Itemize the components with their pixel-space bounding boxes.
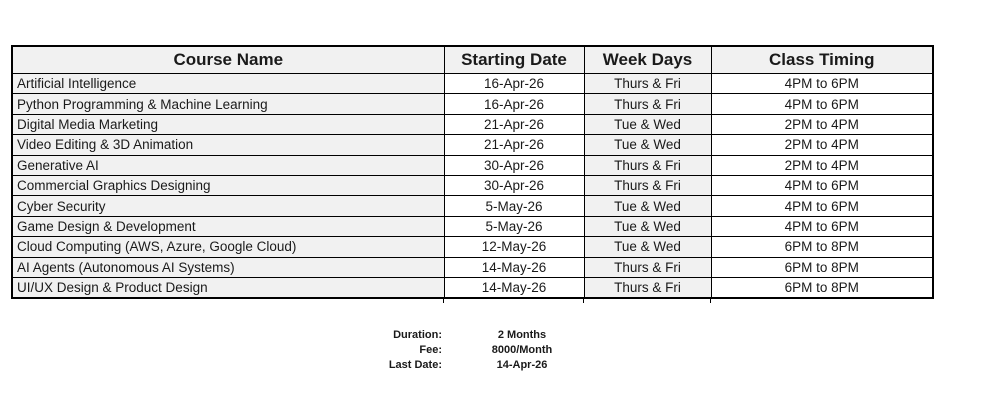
table-row: UI/UX Design & Product Design 14-May-26 …: [11, 276, 934, 299]
table-row: Video Editing & 3D Animation 21-Apr-26 T…: [11, 134, 934, 156]
cell-class-timing: 4PM to 6PM: [710, 195, 934, 217]
header-week-days: Week Days: [583, 45, 712, 74]
duration-label: Duration:: [393, 328, 442, 341]
table-row: Cloud Computing (AWS, Azure, Google Clou…: [11, 236, 934, 258]
gridline-stub: [443, 298, 444, 303]
cell-course-name: Artificial Intelligence: [11, 72, 445, 95]
cell-starting-date: 14-May-26: [443, 276, 585, 299]
cell-week-days: Thurs & Fri: [583, 154, 712, 176]
cell-course-name: Python Programming & Machine Learning: [11, 93, 445, 115]
fee-value: 8000/Month: [491, 343, 553, 356]
table-row: Cyber Security 5-May-26 Tue & Wed 4PM to…: [11, 195, 934, 217]
table-header-row: Course Name Starting Date Week Days Clas…: [11, 45, 934, 74]
cell-course-name: AI Agents (Autonomous AI Systems): [11, 256, 445, 278]
cell-course-name: Video Editing & 3D Animation: [11, 134, 445, 156]
cell-course-name: UI/UX Design & Product Design: [11, 276, 445, 299]
cell-week-days: Thurs & Fri: [583, 93, 712, 115]
header-course-name: Course Name: [11, 45, 445, 74]
cell-starting-date: 21-Apr-26: [443, 134, 585, 156]
cell-class-timing: 2PM to 4PM: [710, 113, 934, 136]
cell-class-timing: 4PM to 6PM: [710, 72, 934, 95]
cell-starting-date: 30-Apr-26: [443, 174, 585, 197]
cell-class-timing: 2PM to 4PM: [710, 154, 934, 176]
course-schedule-table: Course Name Starting Date Week Days Clas…: [11, 45, 934, 300]
footer-fee-row: Fee: 8000/Month: [350, 342, 590, 357]
last-date-label: Last Date:: [388, 358, 442, 371]
cell-class-timing: 4PM to 6PM: [710, 174, 934, 197]
cell-week-days: Tue & Wed: [583, 215, 712, 238]
cell-class-timing: 4PM to 6PM: [710, 93, 934, 115]
header-class-timing: Class Timing: [710, 45, 934, 74]
cell-class-timing: 6PM to 8PM: [710, 256, 934, 278]
cell-starting-date: 16-Apr-26: [443, 72, 585, 95]
cell-week-days: Thurs & Fri: [583, 72, 712, 95]
cell-class-timing: 6PM to 8PM: [710, 236, 934, 258]
cell-course-name: Digital Media Marketing: [11, 113, 445, 136]
cell-starting-date: 5-May-26: [443, 215, 585, 238]
course-info-footer: Duration: 2 Months Fee: 8000/Month Last …: [350, 327, 590, 372]
cell-course-name: Cyber Security: [11, 195, 445, 217]
cell-starting-date: 16-Apr-26: [443, 93, 585, 115]
table-row: Commercial Graphics Designing 30-Apr-26 …: [11, 174, 934, 197]
cell-starting-date: 21-Apr-26: [443, 113, 585, 136]
cell-week-days: Tue & Wed: [583, 134, 712, 156]
table-row: Artificial Intelligence 16-Apr-26 Thurs …: [11, 72, 934, 95]
cell-course-name: Game Design & Development: [11, 215, 445, 238]
cell-week-days: Thurs & Fri: [583, 174, 712, 197]
header-starting-date: Starting Date: [443, 45, 585, 74]
table-row: AI Agents (Autonomous AI Systems) 14-May…: [11, 256, 934, 278]
table-row: Digital Media Marketing 21-Apr-26 Tue & …: [11, 113, 934, 136]
footer-duration-row: Duration: 2 Months: [350, 327, 590, 342]
last-date-value: 14-Apr-26: [496, 358, 548, 371]
cell-week-days: Tue & Wed: [583, 195, 712, 217]
cell-course-name: Cloud Computing (AWS, Azure, Google Clou…: [11, 236, 445, 258]
duration-value: 2 Months: [497, 328, 547, 341]
cell-week-days: Tue & Wed: [583, 236, 712, 258]
cell-course-name: Commercial Graphics Designing: [11, 174, 445, 197]
cell-class-timing: 4PM to 6PM: [710, 215, 934, 238]
cell-week-days: Thurs & Fri: [583, 276, 712, 299]
cell-week-days: Tue & Wed: [583, 113, 712, 136]
cell-starting-date: 30-Apr-26: [443, 154, 585, 176]
table-row: Game Design & Development 5-May-26 Tue &…: [11, 215, 934, 238]
gridline-stub: [710, 298, 711, 303]
table-row: Generative AI 30-Apr-26 Thurs & Fri 2PM …: [11, 154, 934, 176]
gridline-stub: [583, 298, 584, 303]
last-date-row: Last Date: 14-Apr-26: [350, 357, 590, 372]
cell-starting-date: 5-May-26: [443, 195, 585, 217]
cell-class-timing: 2PM to 4PM: [710, 134, 934, 156]
cell-class-timing: 6PM to 8PM: [710, 276, 934, 299]
cell-starting-date: 14-May-26: [443, 256, 585, 278]
cell-starting-date: 12-May-26: [443, 236, 585, 258]
cell-course-name: Generative AI: [11, 154, 445, 176]
cell-week-days: Thurs & Fri: [583, 256, 712, 278]
table-row: Python Programming & Machine Learning 16…: [11, 93, 934, 115]
fee-label: Fee:: [419, 343, 442, 356]
